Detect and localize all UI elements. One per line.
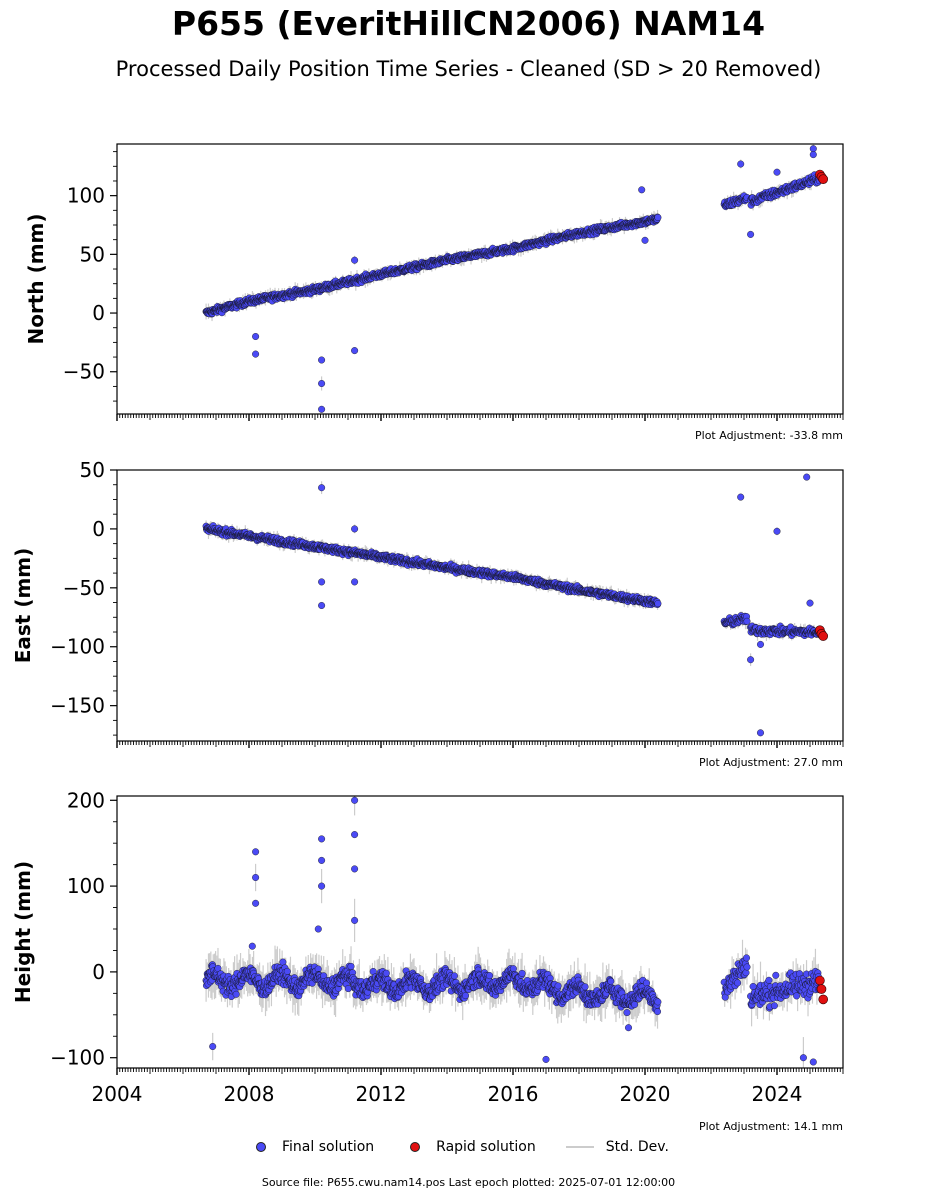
final-point bbox=[654, 213, 662, 221]
final-point bbox=[318, 356, 326, 364]
final-point bbox=[809, 145, 817, 153]
final-point bbox=[638, 186, 646, 194]
final-point bbox=[318, 602, 326, 610]
final-point bbox=[773, 168, 781, 176]
y-axis-label: North (mm) bbox=[24, 213, 48, 344]
final-point bbox=[806, 599, 814, 607]
plot-area bbox=[202, 144, 829, 413]
axes-frame bbox=[116, 469, 844, 742]
final-point bbox=[737, 493, 745, 501]
y-tick-label: −50 bbox=[63, 360, 105, 384]
final-point bbox=[654, 600, 662, 608]
stddev-bars bbox=[205, 796, 820, 1068]
rapid-point bbox=[818, 631, 829, 641]
y-tick-label: 100 bbox=[67, 184, 105, 208]
final-point bbox=[252, 333, 260, 341]
plot-area bbox=[202, 796, 829, 1068]
panel-1: −150 −100 −50 0 50 East (mm) Plot Adjustment: … bbox=[11, 458, 844, 769]
final-point bbox=[747, 230, 755, 238]
x-ticks bbox=[116, 414, 844, 421]
final-point bbox=[803, 473, 811, 481]
stddev-bars bbox=[205, 144, 820, 391]
x-ticks bbox=[116, 741, 844, 748]
final-solution-points bbox=[202, 145, 823, 413]
final-point bbox=[351, 525, 359, 533]
y-tick-label: 50 bbox=[80, 242, 105, 266]
final-solution-points bbox=[202, 796, 823, 1066]
final-point bbox=[757, 640, 765, 648]
final-solution-points bbox=[202, 473, 823, 737]
plot-adjustment-note: Plot Adjustment: -33.8 mm bbox=[695, 429, 843, 442]
rapid-solution-points bbox=[815, 625, 829, 641]
final-point bbox=[641, 236, 649, 244]
final-point bbox=[232, 990, 240, 998]
final-point bbox=[351, 347, 359, 355]
axes-frame bbox=[116, 143, 844, 415]
final-point bbox=[773, 527, 781, 535]
figure-subtitle: Processed Daily Position Time Series - C… bbox=[115, 57, 822, 81]
final-point bbox=[809, 151, 817, 159]
final-point bbox=[318, 380, 326, 388]
y-ticks: −150 −100 −50 0 50 bbox=[50, 458, 117, 736]
final-point bbox=[743, 617, 751, 625]
figure-title: P655 (EveritHillCN2006) NAM14 bbox=[171, 4, 766, 43]
final-point bbox=[737, 160, 745, 168]
rapid-solution-points bbox=[815, 169, 829, 184]
plot-adjustment-note: Plot Adjustment: 27.0 mm bbox=[699, 756, 843, 769]
y-tick-label: 0 bbox=[92, 517, 105, 541]
rapid-point bbox=[818, 174, 829, 184]
y-ticks: −50 0 50 100 bbox=[63, 151, 117, 402]
final-point bbox=[318, 484, 326, 492]
final-point bbox=[351, 256, 359, 264]
y-tick-label: −150 bbox=[50, 694, 105, 718]
y-tick-label: 50 bbox=[80, 458, 105, 482]
final-point bbox=[318, 578, 326, 586]
final-point bbox=[318, 405, 326, 413]
final-point bbox=[283, 967, 291, 975]
y-tick-label: 0 bbox=[92, 301, 105, 325]
y-tick-label: −50 bbox=[63, 576, 105, 600]
y-tick-label: −100 bbox=[50, 635, 105, 659]
plot-area bbox=[202, 473, 829, 737]
final-point bbox=[351, 578, 359, 586]
panel-0: −50 0 50 100 North (mm) Plot Adjustment: -33.… bbox=[24, 143, 844, 442]
final-point bbox=[757, 729, 765, 737]
final-point bbox=[747, 656, 755, 664]
y-axis-label: East (mm) bbox=[11, 548, 35, 664]
final-point bbox=[252, 350, 260, 358]
